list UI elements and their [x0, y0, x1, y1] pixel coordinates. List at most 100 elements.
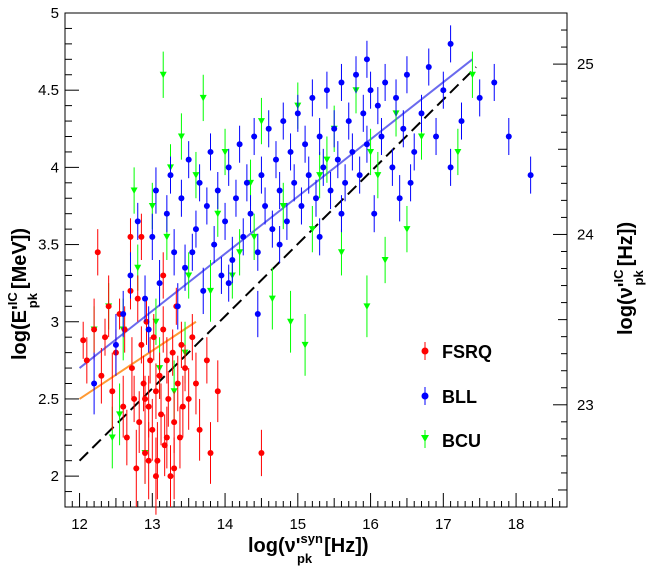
bll-point — [313, 195, 319, 202]
bll-point — [91, 380, 98, 387]
bll-point — [356, 172, 363, 179]
fsrq-point — [171, 465, 178, 472]
fsrq-point — [167, 473, 174, 480]
bll-point — [196, 179, 203, 186]
fsrq-point — [138, 341, 145, 348]
legend-bcu-label: BCU — [442, 431, 481, 451]
bll-point — [247, 210, 254, 217]
bll-point — [378, 133, 385, 140]
x-axis-title-base: log(ν' — [248, 535, 301, 557]
bll-point — [400, 125, 407, 132]
fit-line — [78, 320, 197, 400]
fsrq-point — [80, 337, 87, 344]
x-axis-title-sup: syn — [301, 531, 323, 546]
bll-point — [382, 79, 389, 86]
ticks-layer: 12 13 14 15 16 17 18 2 2.5 3 3.5 4 4.5 5 23 24 25 — [38, 5, 594, 533]
y2-axis-title: log(ν'IC pk [Hz]) — [611, 222, 646, 335]
fsrq-point — [94, 249, 101, 256]
fsrq-point — [158, 411, 165, 418]
fsrq-point — [91, 326, 98, 333]
bll-point — [363, 141, 370, 148]
bll-point — [491, 79, 498, 86]
bll-point — [171, 249, 178, 256]
fsrq-point — [131, 395, 138, 402]
y-tick-label: 2 — [51, 468, 59, 485]
fsrq-point — [203, 357, 210, 364]
bll-point — [363, 56, 370, 63]
bll-point — [127, 272, 134, 279]
fsrq-point — [178, 341, 185, 348]
bcu-point — [468, 71, 476, 79]
fsrq-point — [163, 434, 170, 441]
fsrq-point — [150, 334, 157, 341]
bll-point — [276, 187, 283, 194]
legend-bll-label: BLL — [442, 387, 477, 407]
bcu-point — [301, 341, 309, 349]
bll-point — [272, 156, 279, 163]
bll-point — [374, 102, 381, 109]
y2-tick-label: 25 — [577, 56, 594, 73]
bll-point — [433, 133, 440, 140]
bll-point — [440, 87, 447, 94]
fsrq-point — [149, 426, 156, 433]
fsrq-point — [109, 388, 116, 395]
fsrq-point — [169, 349, 176, 356]
fsrq-point — [120, 403, 127, 410]
bcu-point — [257, 118, 265, 125]
plot-frame — [64, 12, 568, 508]
bll-point — [163, 210, 170, 217]
fsrq-point — [192, 380, 199, 387]
fsrq-point — [156, 372, 163, 379]
legend-fsrq-marker — [421, 347, 429, 355]
bll-point — [134, 218, 141, 225]
bcu-point — [381, 257, 389, 264]
bcu-point — [116, 411, 124, 418]
fsrq-point — [214, 388, 221, 395]
x-tick-label: 14 — [217, 516, 234, 533]
bll-point — [120, 311, 127, 318]
bll-point — [371, 210, 378, 217]
bll-point — [280, 118, 287, 125]
y-axis-title-unit: [MeV]) — [9, 228, 31, 289]
bll-point — [411, 148, 418, 155]
bcu-point — [316, 172, 324, 179]
bll-point — [407, 179, 414, 186]
fsrq-point — [182, 365, 189, 372]
bcu-point — [108, 434, 116, 442]
fsrq-point — [98, 372, 105, 379]
y-axis-title-sup: IC — [5, 292, 20, 306]
y-axis-title-base: log(E' — [9, 305, 31, 360]
fsrq-point — [83, 357, 90, 364]
x-tick-label: 18 — [508, 516, 525, 533]
y-tick-label: 3 — [51, 314, 59, 331]
bll-point — [283, 218, 290, 225]
y2-axis-title-base: log(ν' — [615, 282, 637, 335]
bll-point — [254, 311, 261, 318]
fsrq-point — [138, 233, 145, 240]
bcu-point — [308, 226, 316, 233]
bll-point — [112, 341, 119, 348]
bcu-point — [323, 156, 331, 164]
points-layer — [80, 25, 534, 515]
fsrq-point — [176, 434, 183, 441]
x-axis-title: log(ν'syn pk [Hz]) — [248, 531, 369, 566]
bll-point — [505, 133, 512, 140]
fsrq-point — [207, 449, 214, 456]
bcu-point — [279, 202, 287, 210]
fsrq-point — [102, 334, 109, 341]
y-tick-label: 2.5 — [38, 391, 59, 408]
bcu-point — [367, 148, 375, 156]
bll-point — [323, 87, 330, 94]
bll-point — [316, 233, 323, 240]
fsrq-point — [123, 434, 130, 441]
bll-point — [342, 179, 349, 186]
bcu-point — [221, 148, 229, 156]
x-tick-label: 13 — [144, 516, 161, 533]
bll-point — [178, 195, 185, 202]
fsrq-point — [142, 449, 149, 456]
bcu-point — [250, 233, 258, 241]
bll-point — [349, 148, 356, 155]
bll-point — [203, 202, 210, 209]
y-axis-title-sub: pk — [25, 292, 40, 308]
fsrq-point — [128, 365, 135, 372]
